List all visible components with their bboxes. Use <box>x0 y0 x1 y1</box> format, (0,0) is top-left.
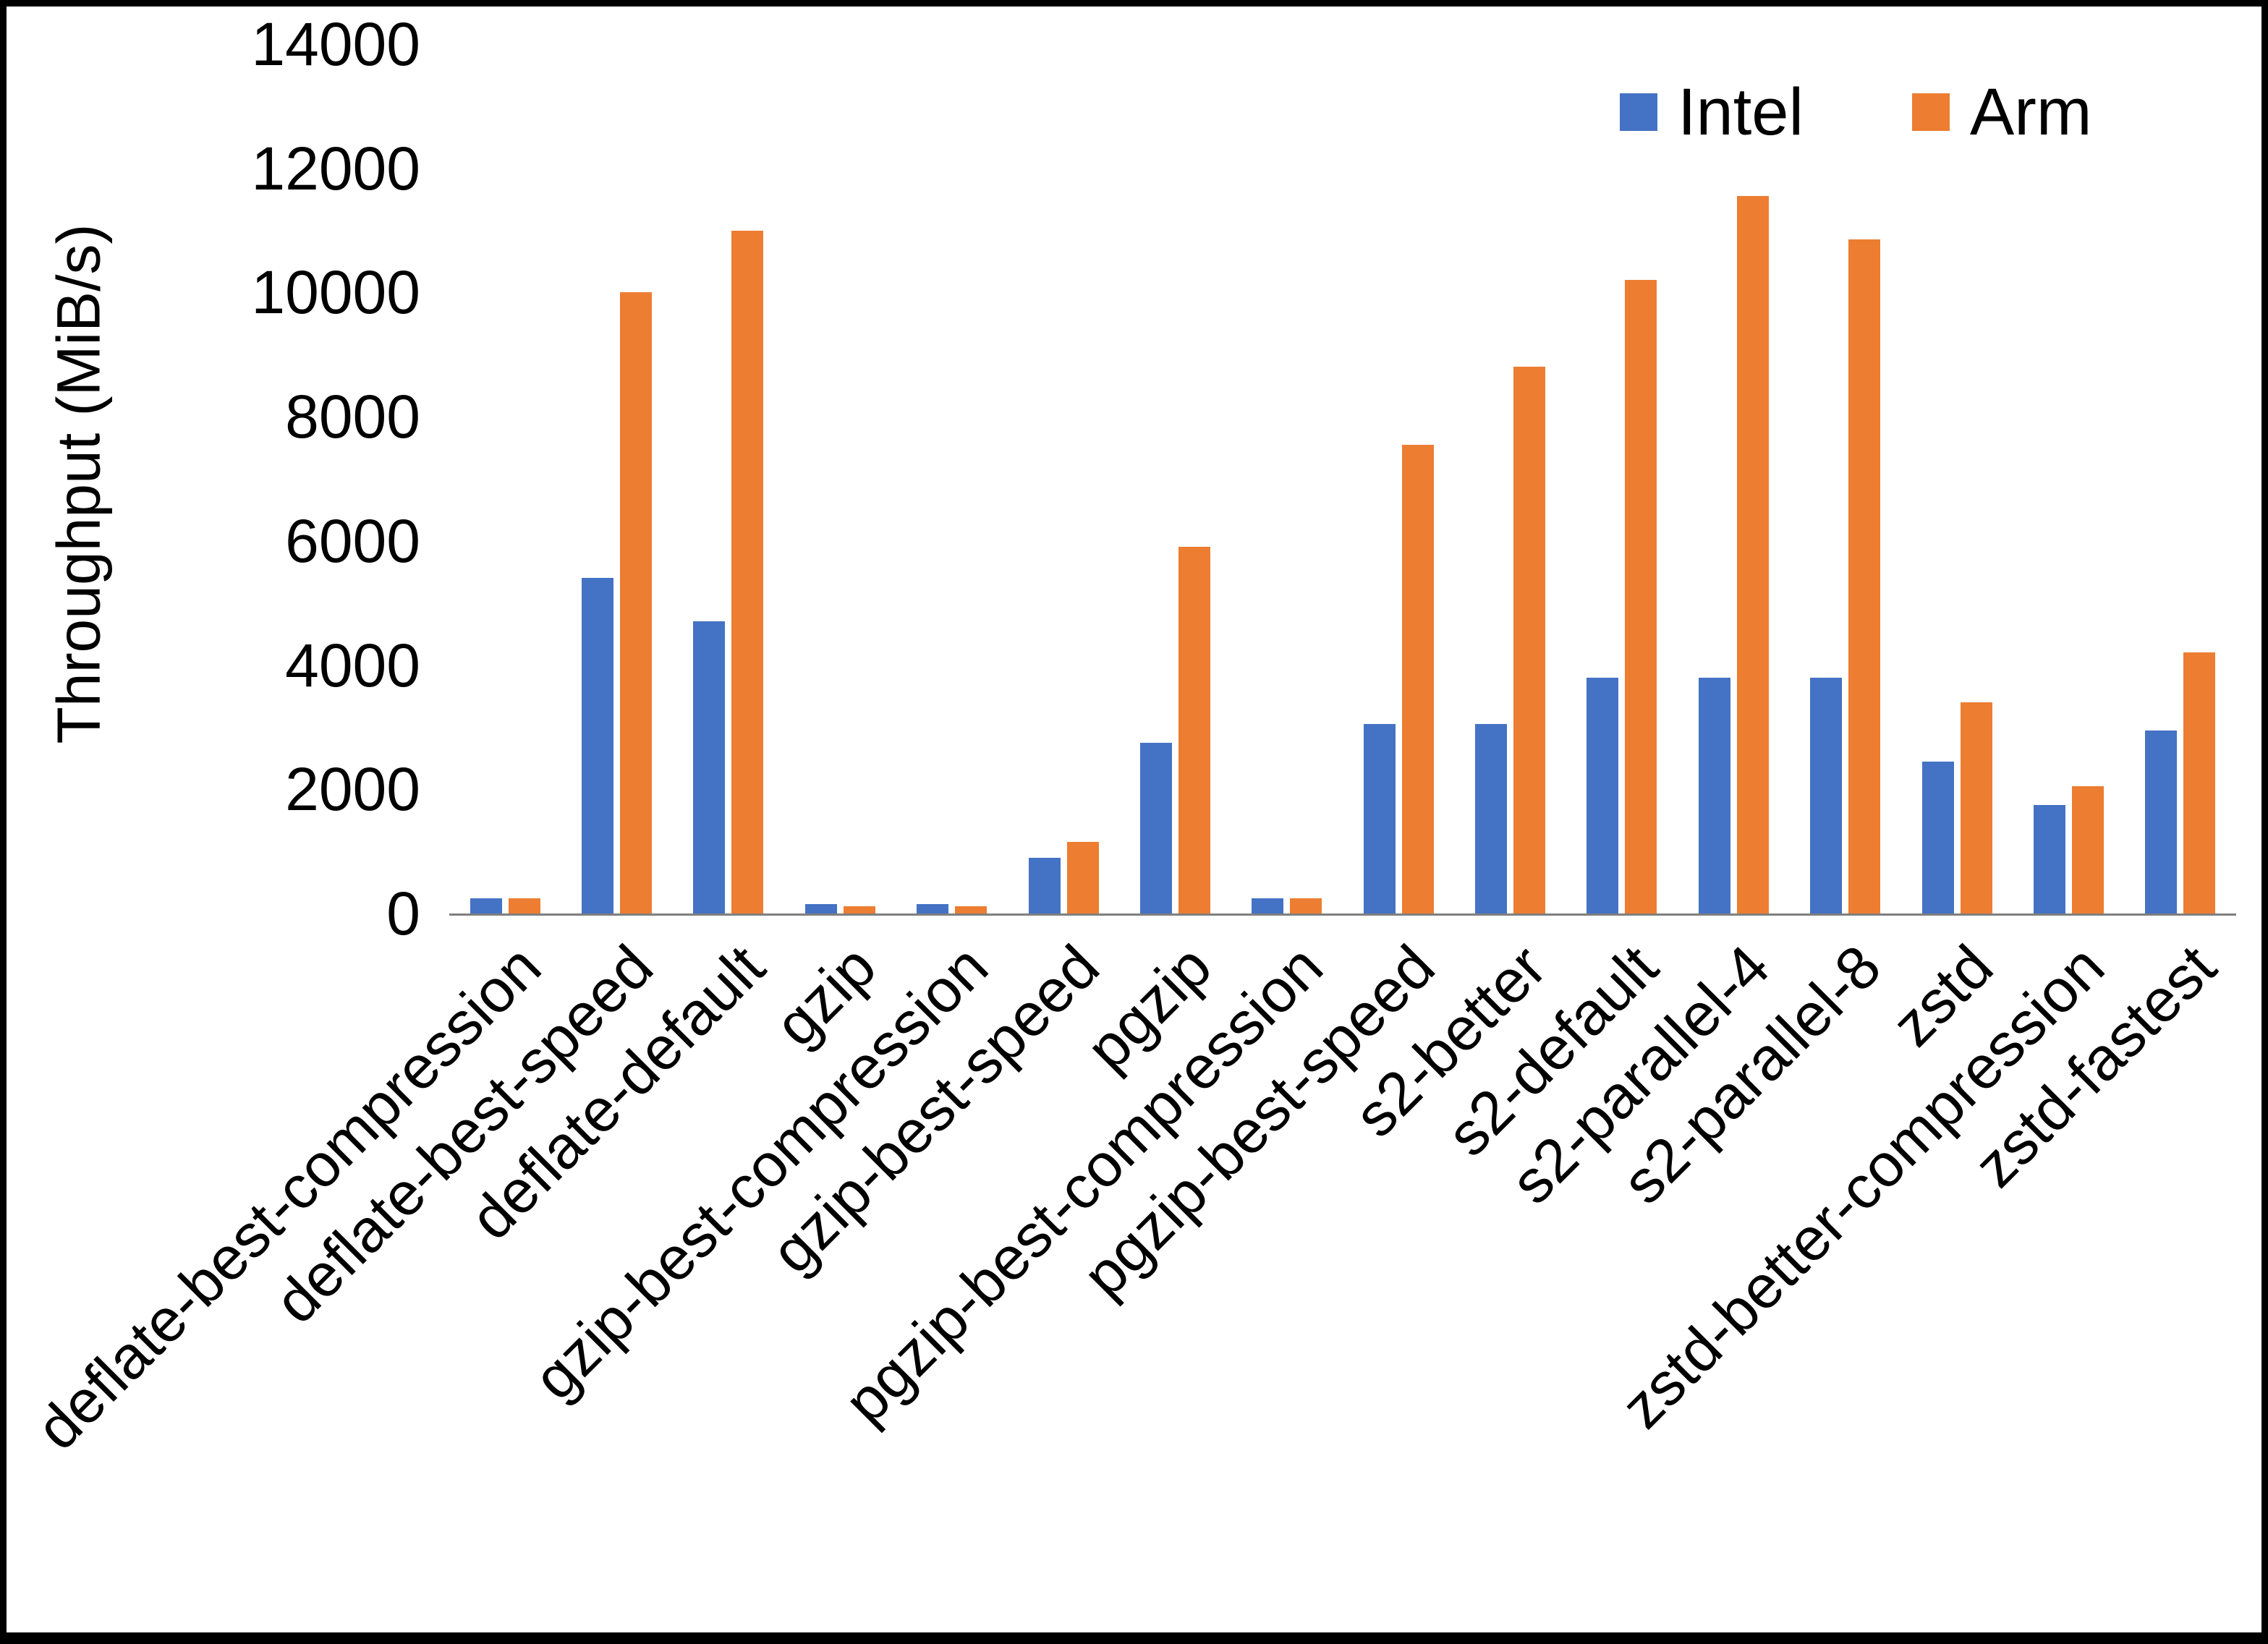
bar-arm <box>731 230 764 913</box>
bar-intel <box>1028 857 1061 913</box>
bar-arm <box>508 898 540 913</box>
y-tick-label: 6000 <box>285 506 420 575</box>
bar-arm <box>1401 444 1434 913</box>
category-slot <box>1343 44 1454 913</box>
category-slot <box>449 44 561 913</box>
bar-intel <box>693 621 726 913</box>
bar-arm <box>2183 652 2216 913</box>
legend-item-intel: Intel <box>1620 79 1804 145</box>
legend-label: Arm <box>1969 75 2092 149</box>
category-slot <box>1119 44 1231 913</box>
y-tick-label: 12000 <box>251 134 420 203</box>
legend-swatch-arm <box>1911 93 1950 131</box>
bar-intel <box>582 578 614 913</box>
category-slot <box>2013 44 2124 913</box>
y-tick-label: 10000 <box>251 258 420 327</box>
bar-arm <box>955 906 988 913</box>
y-tick-label: 4000 <box>285 631 420 699</box>
bar-arm <box>1178 547 1210 913</box>
category-slot <box>1231 44 1343 913</box>
category-slot <box>1678 44 1789 913</box>
category-slot <box>784 44 896 913</box>
category-slot <box>1566 44 1678 913</box>
bar-arm <box>1848 239 1881 913</box>
category-slot <box>1454 44 1566 913</box>
y-axis-ticks: 0 2000 4000 6000 8000 10000 12000 14000 <box>7 14 420 944</box>
bar-arm <box>1736 196 1769 913</box>
legend-swatch-intel <box>1620 93 1657 131</box>
bar-intel <box>917 904 949 913</box>
y-tick-label: 14000 <box>251 10 420 78</box>
bar-arm <box>1960 702 1992 913</box>
bar-intel <box>1363 724 1396 913</box>
bar-intel <box>1587 677 1619 913</box>
category-slot <box>2125 44 2236 913</box>
bar-arm <box>2071 786 2104 913</box>
category-slot <box>896 44 1008 913</box>
category-slot <box>1008 44 1119 913</box>
bar-arm <box>1066 842 1099 913</box>
y-tick-label: 8000 <box>285 383 420 451</box>
bar-intel <box>1252 898 1284 913</box>
legend-item-arm: Arm <box>1911 75 2092 149</box>
bar-intel <box>2145 730 2178 913</box>
category-slot <box>673 44 784 913</box>
bar-intel <box>1139 742 1172 913</box>
y-tick-label: 2000 <box>285 755 420 824</box>
bar-intel <box>1921 761 1954 913</box>
category-slot <box>1790 44 1901 913</box>
bar-intel <box>1810 677 1843 913</box>
bar-arm <box>1290 898 1322 913</box>
bar-intel <box>1698 677 1730 913</box>
bar-intel <box>1475 724 1508 913</box>
y-tick-label: 0 <box>386 880 420 947</box>
category-slot <box>1901 44 2013 913</box>
plot-area <box>449 44 2236 916</box>
category-slot <box>561 44 672 913</box>
bar-arm <box>1625 280 1657 913</box>
x-axis-labels: deflate-best-compression deflate-best-spe… <box>23 916 2236 1603</box>
bar-arm <box>843 906 875 913</box>
bar-intel <box>470 898 502 913</box>
bar-intel <box>804 904 837 913</box>
legend: Intel Arm <box>1620 79 2092 145</box>
bar-arm <box>1513 367 1546 913</box>
legend-label: Intel <box>1678 75 1804 149</box>
bar-arm <box>620 292 653 913</box>
bar-intel <box>2033 804 2065 913</box>
